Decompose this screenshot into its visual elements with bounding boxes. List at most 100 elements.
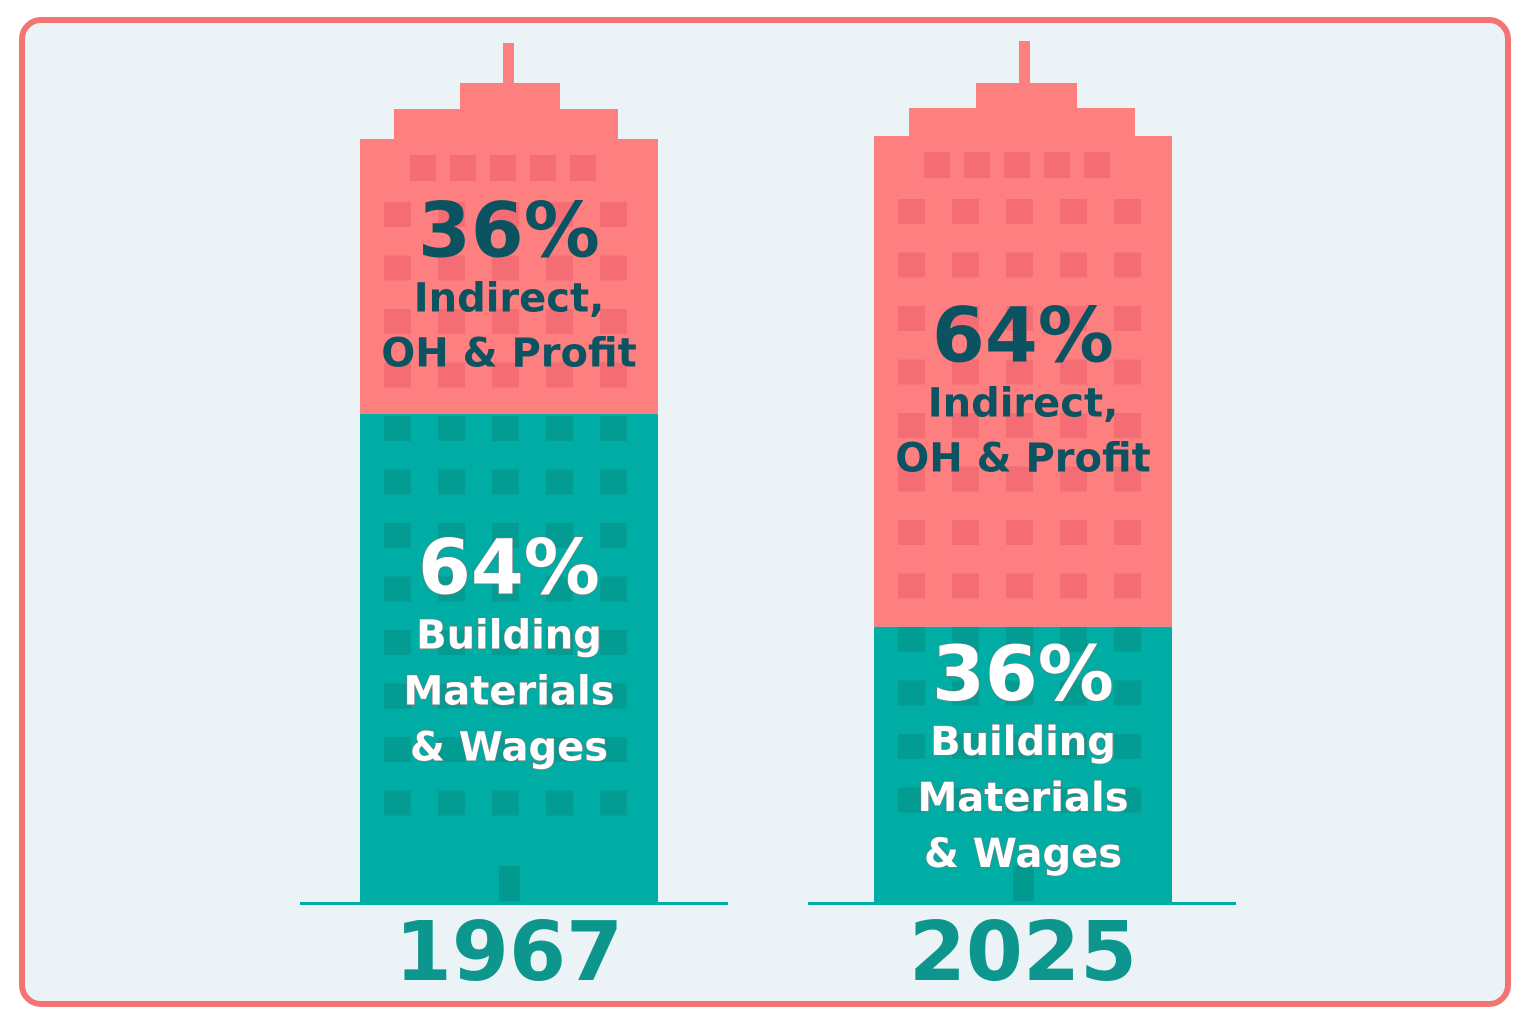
window	[492, 523, 519, 548]
window	[384, 683, 411, 709]
window	[952, 252, 979, 278]
window	[1060, 466, 1087, 492]
window	[898, 413, 925, 438]
window	[600, 255, 627, 281]
window	[1060, 734, 1087, 759]
window	[898, 306, 925, 331]
window	[438, 255, 465, 281]
window	[492, 683, 519, 709]
window	[438, 416, 465, 441]
window	[898, 680, 925, 706]
window	[1060, 413, 1087, 438]
window	[546, 202, 573, 227]
value-label-indirect-1967: 36%	[418, 186, 600, 275]
window	[952, 199, 979, 224]
series-label-indirect: Indirect,	[928, 380, 1119, 426]
window	[438, 202, 465, 227]
window	[546, 790, 573, 816]
window	[952, 627, 979, 652]
window	[384, 630, 411, 655]
window	[600, 737, 627, 762]
series-label-materials: Building	[416, 613, 602, 659]
window	[384, 576, 411, 602]
window	[1006, 787, 1033, 813]
window	[438, 790, 465, 816]
window	[1006, 680, 1033, 706]
window	[1006, 252, 1033, 278]
window	[492, 202, 519, 227]
window	[570, 155, 596, 181]
window	[490, 155, 516, 181]
window	[1006, 466, 1033, 492]
series-label-indirect: OH & Profit	[895, 435, 1151, 481]
bar-materials-2025	[874, 626, 1172, 903]
window	[1006, 573, 1033, 599]
door-2025	[1013, 866, 1034, 901]
window	[384, 469, 411, 495]
window	[450, 155, 476, 181]
window	[438, 309, 465, 334]
window	[530, 155, 556, 181]
window	[964, 152, 990, 178]
window	[384, 790, 411, 816]
window	[1060, 627, 1087, 652]
window	[1006, 359, 1033, 385]
window	[1060, 252, 1087, 278]
window	[384, 309, 411, 334]
window	[1114, 573, 1141, 599]
window	[1114, 359, 1141, 385]
window	[1006, 413, 1033, 438]
window	[384, 523, 411, 548]
window	[1114, 413, 1141, 438]
window	[546, 255, 573, 281]
series-label-materials: Materials	[404, 669, 615, 715]
window	[384, 416, 411, 441]
window	[492, 630, 519, 655]
window	[1114, 199, 1141, 224]
window	[410, 155, 436, 181]
series-label-indirect: Indirect,	[414, 276, 605, 322]
ground-line-1967	[300, 902, 728, 905]
window	[1060, 787, 1087, 813]
value-label-materials-1967: 64%	[418, 523, 600, 612]
window	[1060, 573, 1087, 599]
window	[952, 573, 979, 599]
window	[1060, 359, 1087, 385]
window	[492, 362, 519, 388]
window	[952, 734, 979, 759]
window	[952, 520, 979, 545]
window	[1060, 199, 1087, 224]
window	[546, 683, 573, 709]
window	[600, 362, 627, 388]
window	[1060, 680, 1087, 706]
window	[952, 680, 979, 706]
window	[924, 152, 950, 178]
window-pattern	[384, 152, 1141, 901]
window	[384, 255, 411, 281]
window	[438, 683, 465, 709]
window	[1084, 152, 1110, 178]
window	[1006, 199, 1033, 224]
window	[438, 469, 465, 495]
window	[438, 523, 465, 548]
window	[600, 416, 627, 441]
window	[600, 630, 627, 655]
window	[898, 252, 925, 278]
series-label-materials: Materials	[918, 775, 1129, 821]
category-label-1967: 1967	[395, 905, 623, 1000]
window	[600, 576, 627, 602]
window	[492, 790, 519, 816]
window	[492, 737, 519, 762]
window	[1114, 520, 1141, 545]
series-label-materials: & Wages	[924, 831, 1122, 877]
window	[600, 523, 627, 548]
window	[898, 734, 925, 759]
window	[546, 737, 573, 762]
window	[1004, 152, 1030, 178]
window	[438, 576, 465, 602]
window	[898, 573, 925, 599]
window	[546, 469, 573, 495]
ground-line-2025	[808, 902, 1236, 905]
window	[1114, 680, 1141, 706]
window	[898, 520, 925, 545]
